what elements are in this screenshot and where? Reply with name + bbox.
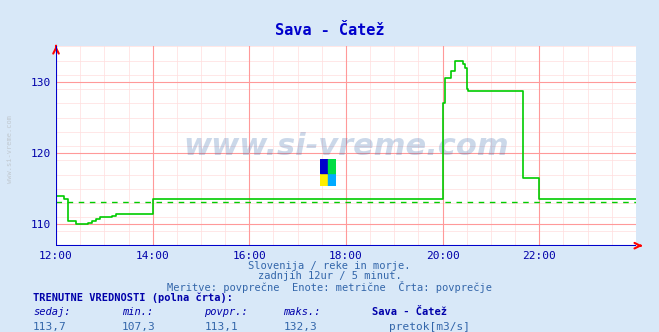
Text: www.si-vreme.com: www.si-vreme.com (7, 116, 13, 183)
Text: Sava - Čatež: Sava - Čatež (275, 23, 384, 38)
Text: min.:: min.: (122, 307, 153, 317)
Text: povpr.:: povpr.: (204, 307, 248, 317)
Text: sedaj:: sedaj: (33, 307, 71, 317)
Text: www.si-vreme.com: www.si-vreme.com (183, 131, 509, 161)
Text: 113,7: 113,7 (33, 322, 67, 332)
Text: 113,1: 113,1 (204, 322, 238, 332)
Text: 132,3: 132,3 (283, 322, 317, 332)
Text: TRENUTNE VREDNOSTI (polna črta):: TRENUTNE VREDNOSTI (polna črta): (33, 292, 233, 303)
Text: pretok[m3/s]: pretok[m3/s] (389, 322, 470, 332)
Text: Meritve: povprečne  Enote: metrične  Črta: povprečje: Meritve: povprečne Enote: metrične Črta:… (167, 281, 492, 292)
Text: Slovenija / reke in morje.: Slovenija / reke in morje. (248, 261, 411, 271)
Bar (320, 173, 328, 186)
Text: 107,3: 107,3 (122, 322, 156, 332)
Text: maks.:: maks.: (283, 307, 321, 317)
Text: Sava - Čatež: Sava - Čatež (372, 307, 447, 317)
Bar (328, 173, 336, 186)
Bar (320, 159, 328, 173)
Text: zadnjih 12ur / 5 minut.: zadnjih 12ur / 5 minut. (258, 271, 401, 281)
Bar (328, 159, 336, 173)
